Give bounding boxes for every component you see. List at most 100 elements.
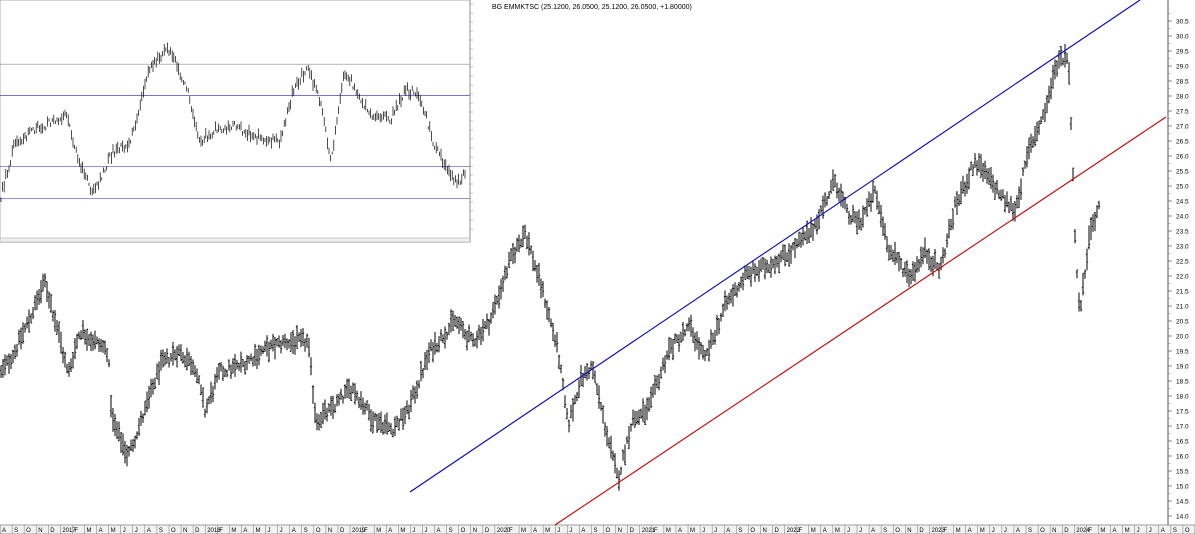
- y-axis-ticks: 14.0 14.5 15.0 15.5 16.0 16.5 17.0 17.5 18.0 18.5…: [1168, 13, 1189, 520]
- price-bar: [545, 300, 549, 320]
- price-bar: [407, 404, 411, 420]
- price-bar: [43, 273, 47, 288]
- x-tick-label: N: [328, 528, 332, 534]
- x-tick-label: J: [1004, 528, 1007, 534]
- price-bar: [131, 438, 135, 453]
- x-tick-label: J: [702, 528, 705, 534]
- price-bar: [587, 367, 591, 380]
- x-tick-label: 2019: [352, 528, 366, 534]
- x-tick-label: S: [159, 528, 163, 534]
- price-bar: [363, 402, 367, 415]
- price-bar: [627, 425, 631, 450]
- price-bar: [1049, 77, 1053, 100]
- price-bar: [1039, 116, 1043, 125]
- x-tick-label: M: [980, 528, 985, 534]
- price-bar: [1027, 137, 1031, 160]
- price-bar: [687, 317, 691, 332]
- price-bar: [1043, 102, 1047, 122]
- price-bar: [329, 395, 333, 416]
- price-bar: [601, 405, 605, 424]
- price-bar: [441, 334, 445, 344]
- price-bar: [125, 444, 129, 467]
- price-bar: [1037, 120, 1041, 135]
- price-bar: [153, 377, 157, 390]
- price-bar: [207, 396, 211, 405]
- price-bar: [1047, 85, 1051, 104]
- x-tick-label: A: [678, 528, 682, 534]
- price-bar: [1001, 189, 1005, 199]
- price-bar: [97, 338, 101, 352]
- x-tick-label: O: [1040, 528, 1045, 534]
- price-bar: [1005, 191, 1009, 208]
- price-bar: [885, 236, 889, 253]
- x-tick-label: J: [1137, 528, 1140, 534]
- price-bar: [9, 353, 13, 370]
- price-bar: [1055, 60, 1059, 77]
- price-bar: [353, 383, 357, 405]
- price-bar: [603, 422, 607, 437]
- price-bar: [437, 336, 441, 353]
- price-bar: [45, 281, 49, 302]
- price-bar: [855, 211, 859, 235]
- price-bar: [135, 431, 139, 440]
- price-bar: [693, 332, 697, 352]
- price-bar: [115, 421, 119, 440]
- price-bar: [245, 354, 249, 371]
- price-bar: [5, 355, 9, 367]
- price-bar: [1009, 195, 1013, 212]
- price-bar: [67, 361, 71, 377]
- price-bar: [575, 391, 579, 402]
- price-bar: [763, 258, 767, 280]
- price-bar: [579, 364, 583, 386]
- price-bar: [387, 422, 391, 432]
- price-bar: [413, 386, 417, 404]
- price-bar: [71, 352, 75, 369]
- price-bar: [103, 340, 107, 355]
- price-bar: [15, 343, 19, 357]
- price-bar: [737, 281, 741, 292]
- price-bar: [1025, 146, 1029, 168]
- price-bar: [23, 323, 27, 333]
- price-bar: [349, 385, 353, 401]
- price-bar: [491, 302, 495, 319]
- x-tick-label: M: [545, 528, 550, 534]
- price-bar: [651, 383, 655, 398]
- price-bar: [33, 295, 37, 311]
- price-bar: [1075, 269, 1079, 279]
- main-price-bars: [0, 43, 1101, 491]
- x-tick-label: A: [1113, 528, 1117, 534]
- price-bar: [881, 216, 885, 236]
- price-bar: [101, 340, 105, 353]
- price-bar: [129, 439, 133, 451]
- price-bar: [63, 351, 67, 368]
- price-bar: [857, 209, 861, 230]
- price-bar: [49, 293, 53, 313]
- x-tick-label: D: [485, 528, 490, 534]
- price-bar: [639, 408, 643, 419]
- price-bar: [789, 244, 793, 264]
- price-bar: [793, 237, 797, 259]
- price-bar: [729, 289, 733, 304]
- price-bar: [859, 217, 863, 231]
- price-bar: [181, 351, 185, 364]
- x-tick-label: M: [111, 528, 116, 534]
- x-axis-band: [0, 524, 1195, 534]
- price-bar: [163, 352, 167, 366]
- price-bar: [337, 393, 341, 406]
- price-bar: [849, 215, 853, 225]
- price-bar: [963, 181, 967, 197]
- price-bar: [873, 185, 877, 194]
- price-bar: [871, 181, 875, 203]
- price-bar: [863, 206, 867, 215]
- y-tick-label: 20.0: [1176, 333, 1189, 340]
- x-tick-label: S: [14, 528, 18, 534]
- price-bar: [359, 391, 363, 410]
- price-bar: [715, 314, 719, 336]
- price-bar: [537, 262, 541, 286]
- y-tick-label: 21.0: [1176, 303, 1189, 310]
- price-bar: [821, 195, 825, 219]
- price-bar: [1015, 195, 1019, 209]
- y-tick-label: 18.0: [1176, 393, 1189, 400]
